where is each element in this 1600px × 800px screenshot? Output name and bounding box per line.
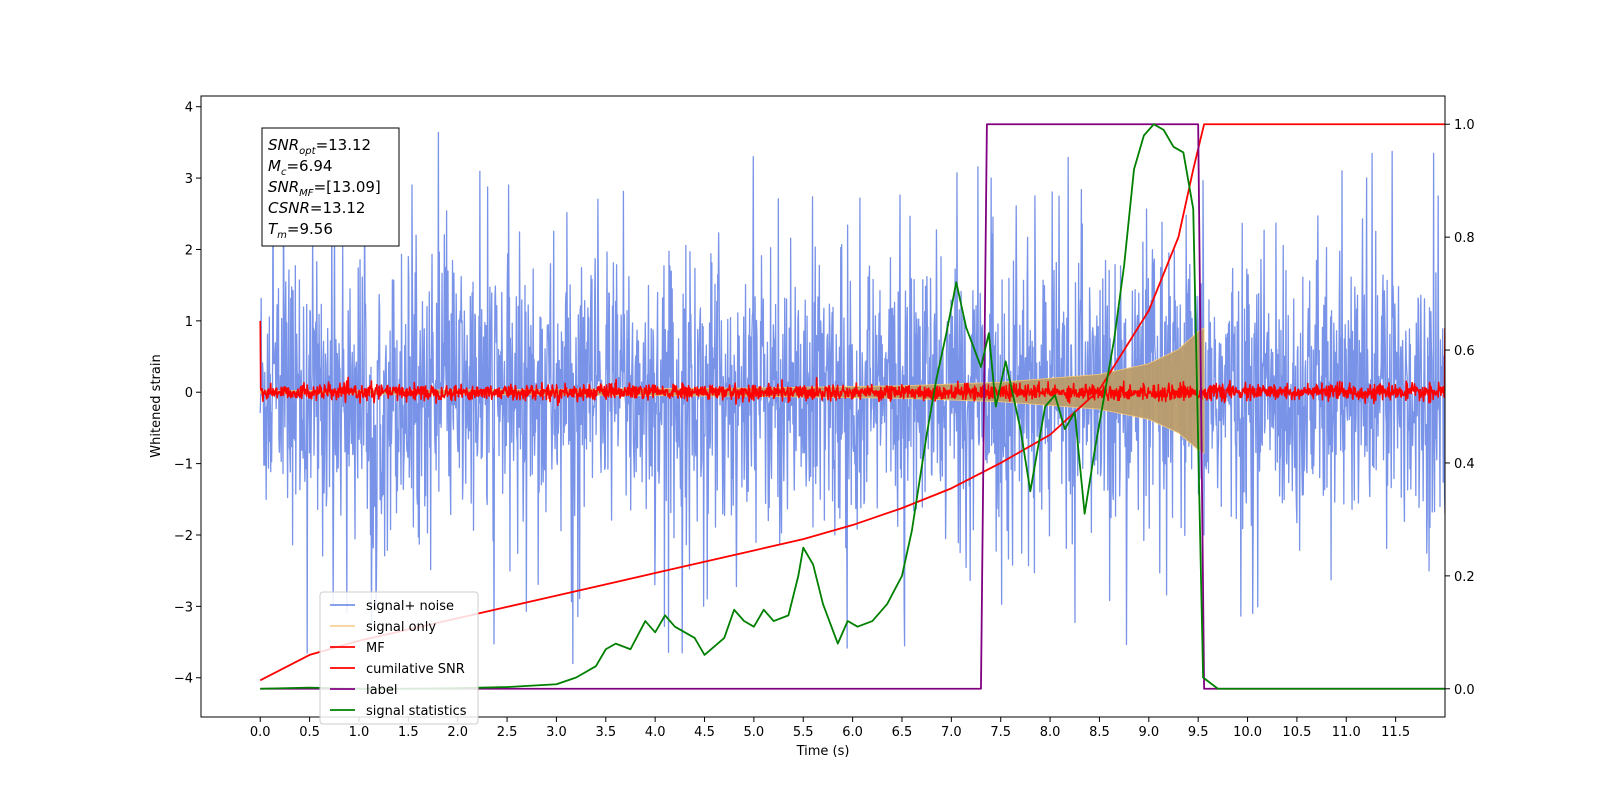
legend-label: signal+ noise — [366, 599, 454, 614]
legend: signal+ noise signal only MF cumilative SNR… — [319, 591, 479, 725]
x-tick-label: 9.0 — [1138, 725, 1159, 740]
x-tick-label: 7.0 — [941, 725, 962, 740]
annotation-symbol: CSNR — [268, 199, 310, 217]
annotation-value: =6.94 — [286, 157, 332, 175]
x-tick-label: 2.0 — [447, 725, 468, 740]
y-tick-label: −1 — [174, 458, 193, 473]
legend-label: signal only — [366, 620, 436, 635]
series-signal-noise — [259, 131, 1445, 665]
series-signal-statistics — [260, 123, 1445, 690]
y-tick-label: −2 — [174, 529, 193, 544]
x-tick-label: 1.5 — [398, 725, 419, 740]
legend-label: cumilative SNR — [366, 662, 465, 677]
y-axis-right: 0.0 0.2 0.4 0.6 0.8 1.0 — [1445, 118, 1475, 698]
annotation-value: =[13.09] — [314, 178, 381, 196]
x-axis: 0.0 0.5 1.0 1.5 2.0 2.5 3.0 3.5 4.0 4.5 5.0 5.5 6.0 6… — [250, 717, 1410, 740]
legend-label: MF — [366, 641, 385, 656]
legend-label: signal statistics — [366, 704, 467, 719]
x-tick-label: 9.5 — [1188, 725, 1209, 740]
annotation-subscript: c — [281, 167, 287, 178]
annotation-subscript: MF — [299, 188, 314, 199]
x-tick-label: 1.0 — [349, 725, 370, 740]
y2-tick-label: 1.0 — [1454, 118, 1475, 133]
legend-frame — [319, 591, 479, 725]
x-tick-label: 5.0 — [744, 725, 765, 740]
x-tick-label: 11.5 — [1381, 725, 1410, 740]
y-axis-left: −4 −3 −2 −1 0 1 2 3 4 — [174, 101, 201, 687]
annotation-line: SNRMF=[13.09] — [268, 178, 381, 199]
annotation-value: =9.56 — [287, 220, 333, 238]
x-tick-label: 5.5 — [793, 725, 814, 740]
series-mf — [259, 320, 1445, 407]
y-tick-label: −3 — [174, 600, 193, 615]
y2-tick-label: 0.0 — [1454, 683, 1475, 698]
x-tick-label: 10.5 — [1282, 725, 1311, 740]
y-axis-title: Whitened strain — [149, 354, 164, 457]
x-tick-label: 3.0 — [546, 725, 567, 740]
x-tick-label: 3.5 — [595, 725, 616, 740]
x-tick-label: 11.0 — [1332, 725, 1361, 740]
x-tick-label: 10.0 — [1233, 725, 1262, 740]
x-tick-label: 6.0 — [842, 725, 863, 740]
y-tick-label: 1 — [185, 315, 193, 330]
annotation-symbol: M — [268, 157, 281, 175]
x-tick-label: 8.0 — [1040, 725, 1061, 740]
annotation-line: Tm=9.56 — [268, 220, 333, 241]
annotation-subscript: opt — [299, 146, 316, 157]
y2-tick-label: 0.6 — [1454, 344, 1475, 359]
x-tick-label: 6.5 — [892, 725, 913, 740]
x-tick-label: 0.0 — [250, 725, 271, 740]
x-tick-label: 0.5 — [299, 725, 320, 740]
y-tick-label: −4 — [174, 672, 193, 687]
legend-label: label — [366, 683, 397, 698]
annotation-symbol: SNR — [268, 178, 299, 196]
annotation-line: Mc=6.94 — [268, 157, 332, 178]
annotation-symbol: T — [268, 220, 279, 238]
x-tick-label: 4.0 — [645, 725, 666, 740]
y-tick-label: 4 — [185, 101, 193, 116]
x-tick-label: 8.5 — [1089, 725, 1110, 740]
annotation-line: CSNR=13.12 — [268, 199, 365, 217]
y-tick-label: 3 — [185, 172, 193, 187]
y-tick-label: 0 — [185, 386, 193, 401]
annotation-value: =13.12 — [316, 136, 372, 154]
y2-tick-label: 0.8 — [1454, 231, 1475, 246]
y2-tick-label: 0.4 — [1454, 457, 1475, 472]
x-tick-label: 7.5 — [990, 725, 1011, 740]
y-tick-label: 2 — [185, 243, 193, 258]
x-tick-label: 2.5 — [497, 725, 518, 740]
metrics-annotation-box: SNRopt=13.12Mc=6.94SNRMF=[13.09]CSNR=13.… — [261, 127, 400, 247]
annotation-value: =13.12 — [310, 199, 366, 217]
annotation-frame — [261, 127, 400, 247]
annotation-symbol: SNR — [268, 136, 299, 154]
y2-tick-label: 0.2 — [1454, 570, 1475, 585]
annotation-line: SNRopt=13.12 — [268, 136, 371, 157]
annotation-subscript: m — [277, 230, 287, 241]
x-axis-title: Time (s) — [796, 744, 850, 759]
x-tick-label: 4.5 — [694, 725, 715, 740]
plot-frame — [200, 95, 1446, 718]
